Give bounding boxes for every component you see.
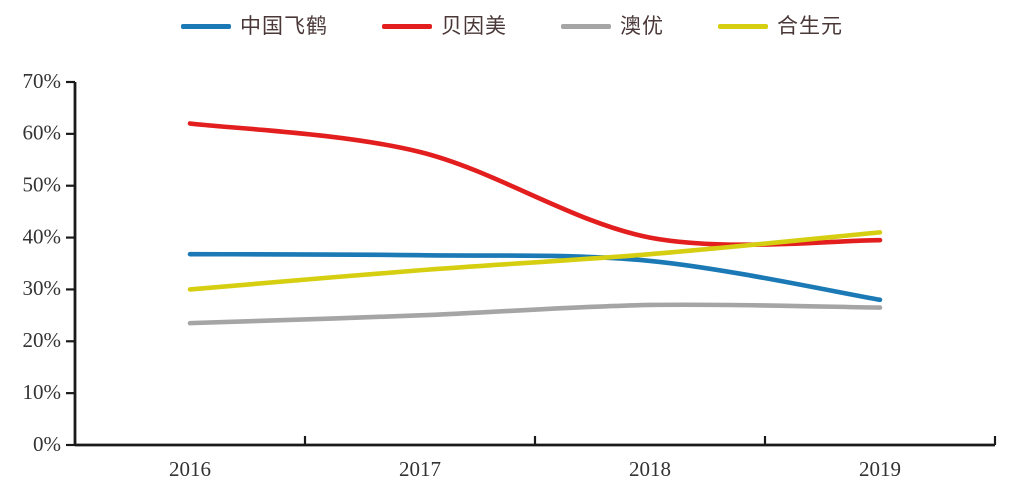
y-tick-label: 0% [33, 432, 61, 456]
beingmate-line-swatch-icon [382, 24, 432, 29]
y-tick-label: 20% [23, 328, 62, 352]
legend-item-beingmate: 贝因美 [382, 16, 507, 37]
y-tick-label: 40% [23, 224, 62, 248]
legend-item-ausnutria: 澳优 [561, 16, 664, 37]
y-tick-label: 50% [23, 173, 62, 197]
feihe-line-swatch-icon [181, 24, 231, 29]
x-tick-label: 2018 [629, 457, 671, 481]
legend-label-feihe: 中国飞鹤 [240, 14, 328, 38]
series-line-0 [187, 251, 883, 303]
ausnutria-line-swatch-icon [561, 24, 611, 29]
series-line-2 [187, 302, 883, 326]
x-tick-label: 2016 [169, 457, 211, 481]
y-tick-label: 10% [23, 380, 62, 404]
legend-label-biostime: 合生元 [777, 14, 843, 38]
y-tick-label: 60% [23, 121, 62, 145]
y-tick-label: 70% [23, 69, 62, 93]
legend-item-biostime: 合生元 [718, 16, 843, 37]
biostime-line-swatch-icon [718, 24, 768, 29]
series-line-1 [187, 121, 883, 248]
chart-legend: 中国飞鹤 贝因美 澳优 合生元 [0, 16, 1024, 37]
legend-label-ausnutria: 澳优 [620, 14, 664, 38]
legend-label-beingmate: 贝因美 [441, 14, 507, 38]
x-tick-label: 2017 [399, 457, 441, 481]
y-tick-label: 30% [23, 276, 62, 300]
x-tick-label: 2019 [859, 457, 901, 481]
series-line-3 [187, 230, 883, 292]
legend-item-feihe: 中国飞鹤 [181, 16, 328, 37]
